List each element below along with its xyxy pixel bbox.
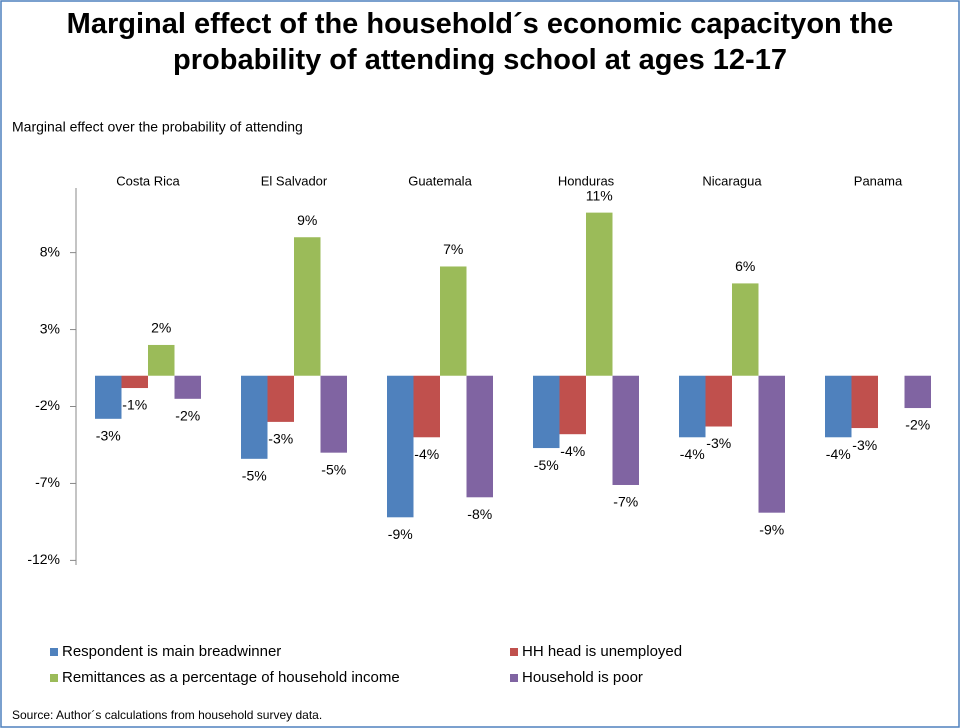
data-label: -4% [826,446,851,462]
data-label: -3% [96,428,121,444]
data-label: -1% [122,397,147,413]
bar [148,344,175,376]
bar [679,375,706,438]
source-note: Source: Author´s calculations from house… [12,708,322,722]
bar [758,375,785,513]
category-label: Panama [854,173,903,188]
bar [904,375,931,409]
bar [413,375,440,438]
data-label: -2% [905,417,930,433]
chart-title: Marginal effect of the household´s econo… [66,8,894,76]
legend-label: HH head is unemployed [522,643,682,660]
bar [320,375,347,453]
bar [559,375,586,435]
bar [241,375,268,459]
title-box: Marginal effect of the household´s econo… [0,6,960,78]
category-label: El Salvador [261,173,328,188]
category-label: Costa Rica [116,173,180,188]
category-label: Guatemala [408,173,472,188]
data-label: -3% [706,435,731,451]
category-label: Nicaragua [702,173,762,188]
y-axis-label: Marginal effect over the probability of … [12,119,303,135]
bar [174,375,201,399]
y-tick-label: -12% [27,551,60,567]
y-tick-label: 8% [40,243,60,259]
bar [466,375,493,498]
y-tick-label: 3% [40,320,60,336]
y-tick-label: -7% [35,474,60,490]
data-label: -4% [414,446,439,462]
legend-label: Household is poor [522,669,643,686]
data-label: 9% [297,212,317,228]
category-label: Honduras [558,173,615,188]
bar [533,375,560,449]
bar [387,375,414,518]
bar [267,375,294,422]
y-tick-label: -2% [35,397,60,413]
bar [851,375,878,429]
bar [705,375,732,427]
legend-swatch [50,674,58,682]
data-label: -9% [388,526,413,542]
legend-label: Remittances as a percentage of household… [62,669,400,686]
data-label: 2% [151,320,171,336]
data-label: 11% [586,187,613,203]
bar [586,212,613,376]
bar [732,283,759,376]
bar [612,375,639,485]
data-label: -3% [268,431,293,447]
data-label: -5% [242,468,267,484]
data-label: -8% [467,506,492,522]
bar [121,375,148,389]
data-label: -2% [175,408,200,424]
bar [440,266,467,376]
legend-swatch [510,674,518,682]
bar [825,375,852,438]
data-label: -7% [613,494,638,510]
data-label: 7% [443,241,463,257]
data-label: -5% [321,461,346,477]
data-label: -9% [759,521,784,537]
legend-swatch [510,648,518,656]
data-label: 6% [735,258,755,274]
data-label: -5% [534,457,559,473]
data-label: -4% [680,446,705,462]
bar [95,375,122,419]
legend-label: Respondent is main breadwinner [62,643,281,660]
data-label: -4% [560,443,585,459]
legend-swatch [50,648,58,656]
data-label: -3% [852,437,877,453]
bar [294,237,321,376]
